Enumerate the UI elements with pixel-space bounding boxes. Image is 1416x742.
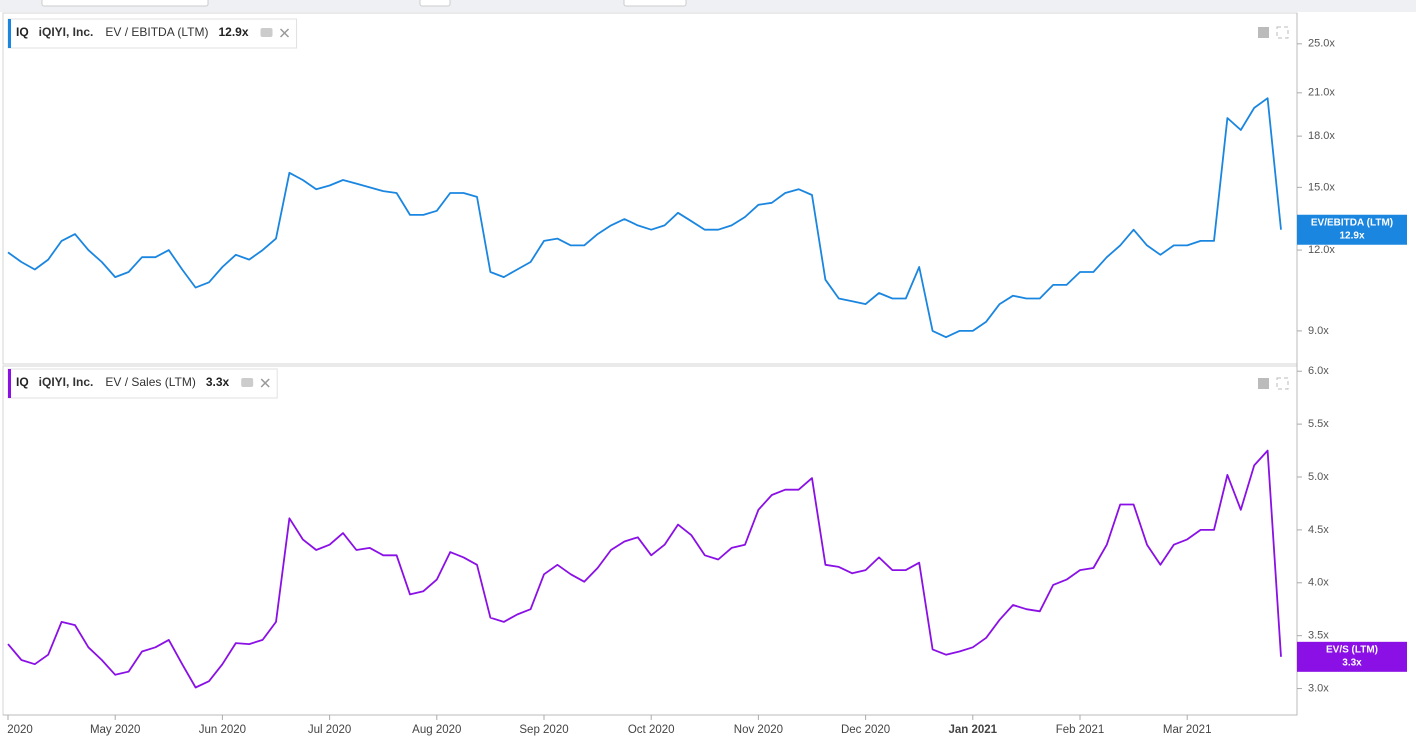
y-tick-label: 25.0x [1308,38,1335,50]
x-tick-label: Nov 2020 [734,724,783,736]
legend-name: EV / EBITDA (LTM) [105,25,208,39]
legend-ticker: IQ [16,25,29,39]
toolbar [0,0,1416,12]
legend-value: 3.3x [206,375,230,389]
x-tick-label: Sep 2020 [519,724,568,736]
value-tag-value: 3.3x [1342,657,1362,668]
legend-box [7,18,298,49]
legend-box [7,368,278,399]
panel [2,365,1298,716]
series-line [7,449,1282,689]
legend-settings-icon[interactable] [260,28,273,37]
legend-close-icon[interactable] [279,28,290,38]
x-tick-label: May 2020 [90,724,141,736]
legend: IQ iQIYI, Inc. EV / Sales (LTM) 3.3x [7,368,278,399]
x-tick-label: Oct 2020 [628,724,675,736]
x-tick-label: Aug 2020 [412,724,461,736]
y-tick-label: 6.0x [1308,365,1329,377]
value-tag [1297,214,1407,245]
legend-name: EV / Sales (LTM) [105,375,195,389]
y-tick-label: 3.5x [1308,630,1329,642]
legend-color [8,369,11,398]
y-tick-label: 18.0x [1308,130,1335,142]
legend-ticker: IQ [16,375,29,389]
value-tag-name: EV/EBITDA (LTM) [1311,217,1393,228]
y-tick-label: 4.0x [1308,577,1329,589]
y-tick-label: 5.0x [1308,471,1329,483]
legend-company: iQIYI, Inc. [39,375,94,389]
panel-tools [1258,26,1289,390]
y-tick-label: 21.0x [1308,87,1335,99]
expand-icon[interactable] [1276,26,1289,39]
panel [2,12,1298,365]
x-tick-label: Jan 2021 [948,724,997,736]
y-tick-label: 5.5x [1308,418,1329,430]
legend-value: 12.9x [218,25,248,39]
value-tag [1297,641,1407,672]
x-tick-label: 2020 [7,724,33,736]
y-tick-label: 4.5x [1308,524,1329,536]
x-tick-label: Dec 2020 [841,724,890,736]
y-tick-label: 15.0x [1308,181,1335,193]
toolbar-field[interactable] [41,0,209,7]
x-tick-label: Jun 2020 [199,724,246,736]
upload-icon[interactable] [1258,378,1269,389]
legend-settings-icon[interactable] [241,378,254,387]
y-tick-label: 3.0x [1308,682,1329,694]
toolbar-field[interactable] [419,0,451,7]
expand-icon[interactable] [1276,377,1289,390]
x-tick-label: Jul 2020 [308,724,351,736]
value-tag-name: EV/S (LTM) [1326,644,1378,655]
series-line [7,97,1282,339]
legend: IQ iQIYI, Inc. EV / EBITDA (LTM) 12.9x [7,18,298,49]
y-tick-label: 12.0x [1308,244,1335,256]
legend-close-icon[interactable] [260,378,270,388]
x-tick-label: Mar 2021 [1163,724,1212,736]
y-tick-label: 9.0x [1308,325,1329,337]
value-tag-value: 12.9x [1339,230,1364,241]
download-icon[interactable] [1258,27,1269,38]
legend-color [8,19,11,48]
legend-company: iQIYI, Inc. [39,25,94,39]
x-tick-label: Feb 2021 [1056,724,1105,736]
toolbar-field[interactable] [623,0,687,7]
